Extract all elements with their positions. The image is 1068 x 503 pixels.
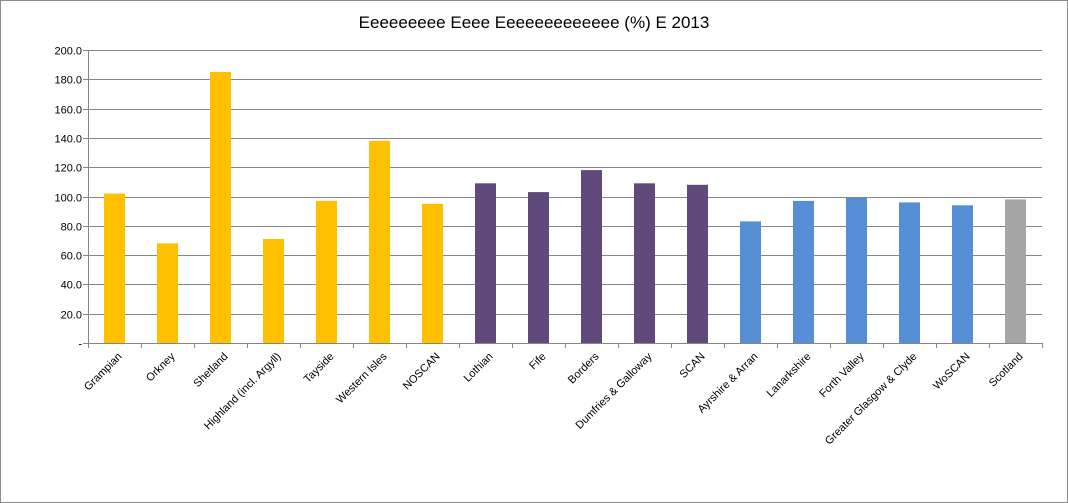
x-axis-tick-label: Lanarkshire bbox=[764, 351, 813, 400]
bar bbox=[263, 239, 284, 343]
x-axis-tick-label: SCAN bbox=[678, 351, 708, 381]
x-axis-tick-label: Scotland bbox=[987, 351, 1026, 390]
y-axis-tick-label: 140.0 bbox=[54, 134, 82, 146]
bars bbox=[104, 72, 1026, 343]
y-axis-tick-label: 20.0 bbox=[61, 310, 82, 322]
y-axis-tick-label: 120.0 bbox=[54, 163, 82, 175]
x-axis-tick-label: Lothian bbox=[462, 351, 496, 385]
y-axis-tick-label: - bbox=[78, 339, 82, 351]
x-axis-tick-label: Fife bbox=[527, 351, 548, 372]
bar bbox=[210, 72, 231, 343]
x-axis-tick-label: NOSCAN bbox=[401, 351, 443, 393]
x-axis-tick-label: Grampian bbox=[82, 351, 125, 394]
x-axis-tick-label: Tayside bbox=[302, 351, 337, 386]
bar bbox=[634, 183, 655, 343]
y-axis-tick-label: 180.0 bbox=[54, 75, 82, 87]
bar bbox=[581, 170, 602, 343]
axes bbox=[83, 50, 1043, 348]
bar bbox=[740, 221, 761, 343]
x-axis-tick-label: WoSCAN bbox=[931, 351, 973, 393]
y-axis-tick-label: 160.0 bbox=[54, 105, 82, 117]
bar bbox=[846, 198, 867, 343]
bar bbox=[793, 200, 814, 343]
bar bbox=[369, 140, 390, 343]
bar bbox=[1005, 199, 1026, 343]
bar bbox=[157, 243, 178, 343]
y-axis-tick-label: 60.0 bbox=[61, 251, 82, 263]
bar bbox=[952, 205, 973, 343]
x-axis-tick-label: Orkney bbox=[144, 350, 178, 384]
bar bbox=[528, 192, 549, 343]
bar bbox=[316, 200, 337, 343]
bar bbox=[475, 183, 496, 343]
x-axis-tick-label: Greater Glasgow & Clyde bbox=[823, 351, 920, 448]
y-axis-tick-label: 100.0 bbox=[54, 193, 82, 205]
y-axis-tick-label: 200.0 bbox=[54, 46, 82, 58]
bar bbox=[899, 202, 920, 343]
x-axis-tick-label: Borders bbox=[566, 350, 602, 386]
bar bbox=[104, 193, 125, 343]
x-axis-tick-label: Forth Valley bbox=[817, 350, 867, 400]
x-axis-tick-label: Western Isles bbox=[334, 350, 390, 406]
bar bbox=[422, 203, 443, 343]
gridlines bbox=[88, 50, 1042, 315]
chart-title: Eeeeeeeee Eeee Eeeeeeeeeeeee (%) E 2013 bbox=[359, 13, 710, 32]
y-axis-tick-label: 40.0 bbox=[61, 280, 82, 292]
bar bbox=[687, 184, 708, 343]
x-axis-tick-label: Shetland bbox=[191, 351, 230, 390]
y-axis-tick-label: 80.0 bbox=[61, 222, 82, 234]
y-axis-tick-labels: - 20.0 40.0 60.0 80.0 100.0 120.0 140.0 160.0 180… bbox=[54, 46, 82, 351]
